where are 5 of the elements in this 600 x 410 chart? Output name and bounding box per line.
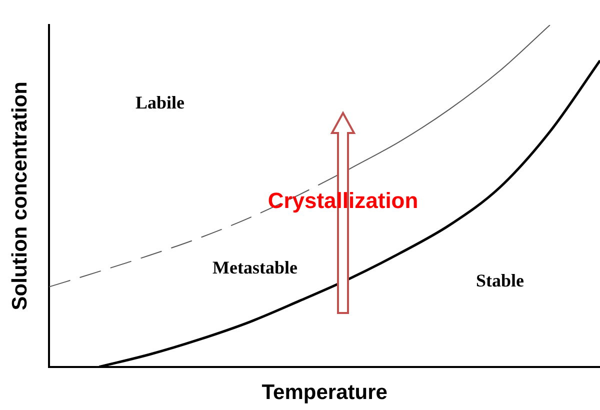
annotation: Labile <box>135 92 185 114</box>
y-axis-title: Solution concentration <box>8 82 32 310</box>
annotation: Stable <box>476 270 524 292</box>
annotation: Metastable <box>212 258 298 278</box>
x-axis-title: Temperature <box>262 381 388 404</box>
